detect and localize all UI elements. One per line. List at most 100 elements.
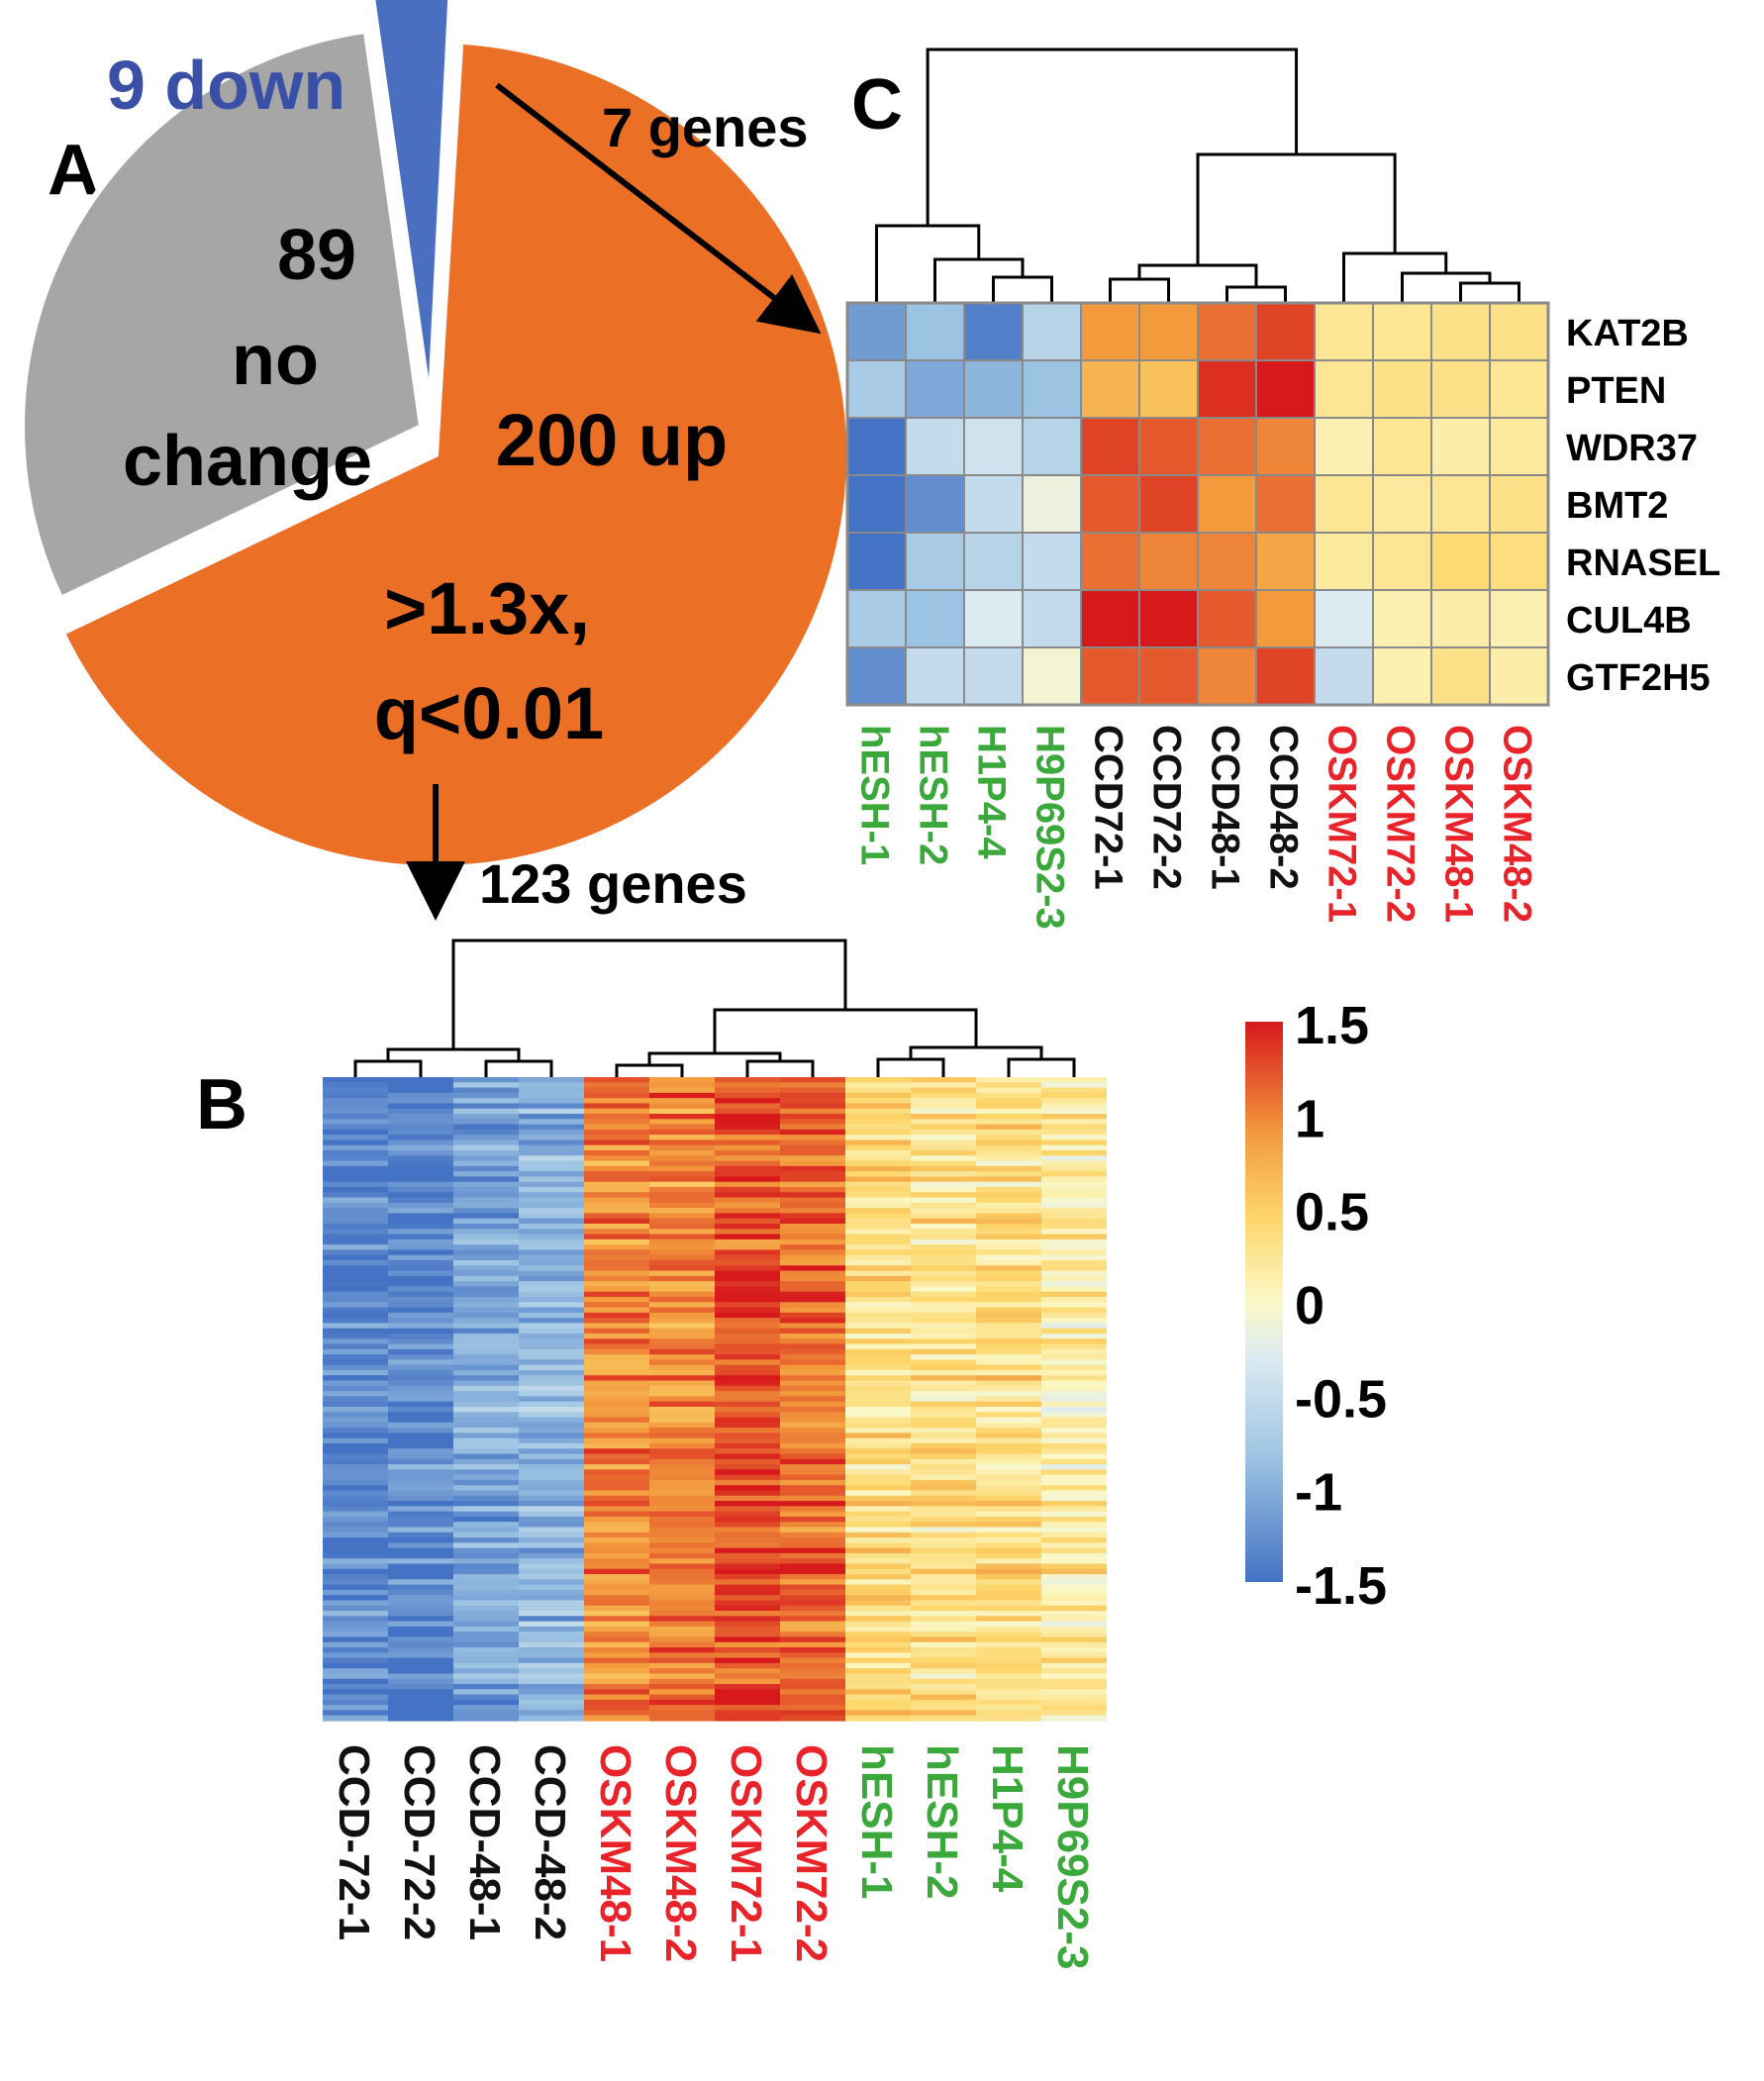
panel-b-cell xyxy=(976,1684,1041,1690)
panel-b-cell xyxy=(845,1155,911,1162)
panel-b-cell xyxy=(715,1144,780,1151)
panel-b-cell xyxy=(780,1160,845,1167)
panel-b-cell xyxy=(715,1281,780,1287)
panel-b-cell xyxy=(1041,1192,1107,1199)
panel-b-cell xyxy=(911,1605,976,1612)
panel-b-cell xyxy=(715,1259,780,1266)
panel-b-cell xyxy=(649,1485,715,1492)
panel-c-cell xyxy=(1489,474,1549,534)
panel-b-cell xyxy=(649,1558,715,1565)
panel-b-cell xyxy=(715,1323,780,1330)
panel-b-cell xyxy=(519,1239,584,1245)
dendro-link xyxy=(647,1051,782,1065)
panel-b-cell xyxy=(911,1129,976,1136)
panel-b-cell xyxy=(845,1605,911,1612)
panel-b-cell xyxy=(911,1108,976,1115)
panel-b-cell xyxy=(388,1124,453,1131)
panel-b-cell xyxy=(1041,1176,1107,1183)
panel-b-cell xyxy=(649,1129,715,1136)
panel-b-cell xyxy=(780,1632,845,1638)
panel-b-cell xyxy=(976,1621,1041,1628)
panel-b-cell xyxy=(1041,1364,1107,1371)
panel-b-cell xyxy=(845,1359,911,1366)
panel-b-cell xyxy=(1041,1202,1107,1209)
panel-b-cell xyxy=(519,1522,584,1529)
panel-b-cell xyxy=(976,1087,1041,1094)
panel-b-cell xyxy=(649,1547,715,1554)
panel-b-cell xyxy=(323,1254,388,1261)
pie-slice-up xyxy=(57,38,852,872)
panel-c-column-label: CCD48-1 xyxy=(1204,725,1247,890)
panel-b-cell xyxy=(584,1641,649,1648)
panel-b-cell xyxy=(584,1165,649,1172)
panel-b-cell xyxy=(911,1616,976,1623)
panel-b-cell xyxy=(584,1568,649,1575)
dendro-link xyxy=(353,1059,423,1077)
panel-c-cell xyxy=(1314,532,1374,591)
panel-b-cell xyxy=(649,1307,715,1314)
panel-b-cell xyxy=(323,1516,388,1523)
panel-b-cell xyxy=(323,1641,388,1648)
panel-b-cell xyxy=(323,1385,388,1392)
panel-b-cell xyxy=(453,1281,519,1287)
panel-b-cell xyxy=(453,1458,519,1465)
panel-b-cell xyxy=(715,1213,780,1220)
dendro-link xyxy=(1007,1057,1076,1077)
panel-b-cell xyxy=(845,1218,911,1225)
panel-b-cell xyxy=(1041,1092,1107,1099)
panel-b-cell xyxy=(911,1485,976,1492)
panel-b-cell xyxy=(911,1270,976,1277)
panel-c-cell xyxy=(846,646,907,706)
panel-c-heatmap xyxy=(845,301,1550,707)
panel-b-cell xyxy=(911,1218,976,1225)
panel-b-cell xyxy=(780,1506,845,1513)
panel-b-cell xyxy=(1041,1694,1107,1701)
panel-b-cell xyxy=(780,1249,845,1256)
panel-b-cell xyxy=(976,1338,1041,1345)
panel-b-cell xyxy=(323,1422,388,1429)
panel-b-cell xyxy=(1041,1422,1107,1429)
panel-b-cell xyxy=(388,1469,453,1476)
panel-b-cell xyxy=(911,1537,976,1543)
panel-b-cell xyxy=(649,1202,715,1209)
panel-b-cell xyxy=(519,1537,584,1543)
panel-b-cell xyxy=(519,1082,584,1089)
panel-b-cell xyxy=(845,1442,911,1449)
panel-b-cell xyxy=(453,1323,519,1330)
panel-b-cell xyxy=(1041,1218,1107,1225)
panel-c-cell xyxy=(1022,302,1082,361)
panel-c-cell xyxy=(1138,532,1199,591)
panel-b-cell xyxy=(453,1140,519,1146)
panel-b-cell xyxy=(649,1474,715,1481)
panel-b-cell xyxy=(649,1657,715,1664)
panel-b-cell xyxy=(649,1254,715,1261)
panel-b-cell xyxy=(388,1657,453,1664)
panel-b-cell xyxy=(453,1611,519,1617)
panel-b-cell xyxy=(845,1396,911,1403)
slice-no-change-label: 89 no change xyxy=(123,216,372,501)
panel-b-cell xyxy=(453,1537,519,1543)
panel-b-cell xyxy=(388,1448,453,1455)
panel-b-cell xyxy=(911,1417,976,1424)
panel-b-cell xyxy=(388,1359,453,1366)
panel-b-cell xyxy=(715,1359,780,1366)
panel-c-cell xyxy=(1138,302,1199,361)
panel-b-cell xyxy=(976,1375,1041,1382)
panel-b-cell xyxy=(649,1678,715,1685)
panel-b-cell xyxy=(845,1082,911,1089)
panel-c-cell xyxy=(846,417,907,476)
panel-b-cell xyxy=(388,1208,453,1214)
panel-b-cell xyxy=(845,1281,911,1287)
panel-b-cell xyxy=(1041,1657,1107,1664)
panel-b-cell xyxy=(715,1464,780,1470)
panel-b-cell xyxy=(715,1149,780,1156)
panel-b-cell xyxy=(453,1149,519,1156)
panel-b-cell xyxy=(1041,1495,1107,1502)
panel-b-cell xyxy=(845,1186,911,1193)
panel-b-cell xyxy=(519,1401,584,1408)
panel-b-cell xyxy=(388,1176,453,1183)
panel-b-cell xyxy=(519,1275,584,1282)
panel-b-cell xyxy=(584,1312,649,1319)
panel-b-cell xyxy=(584,1516,649,1523)
panel-b-cell xyxy=(649,1281,715,1287)
